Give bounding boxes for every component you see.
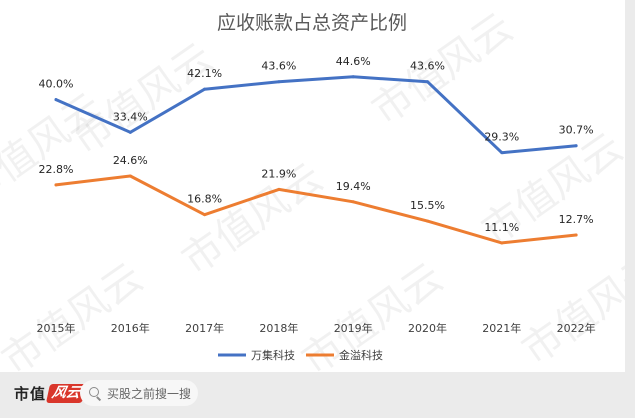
x-tick-label: 2016年: [111, 321, 150, 335]
legend: 万集科技 金溢科技: [218, 348, 383, 362]
watermark-text: 市值风云: [174, 155, 331, 284]
data-label: 33.4%: [113, 110, 148, 123]
data-point: [277, 80, 281, 84]
data-point: [203, 213, 207, 217]
data-point: [203, 87, 207, 91]
search-placeholder: 买股之前搜一搜: [107, 386, 192, 401]
data-label-layer: 40.0% 33.4% 42.1% 43.6% 44.6% 43.6% 29.3% 30.7%…: [39, 55, 594, 234]
data-point: [500, 241, 504, 245]
search-icon: [89, 386, 102, 400]
x-tick-label: 2015年: [37, 321, 76, 335]
footer-bar: 市值 风云 买股之前搜一搜: [0, 372, 635, 418]
x-axis-ticks: 2015年 2016年 2017年 2018年 2019年 2020年 2021年 2022年: [37, 321, 596, 335]
x-tick-label: 2022年: [557, 321, 596, 335]
data-label: 19.4%: [336, 180, 371, 193]
data-label: 16.8%: [187, 193, 222, 206]
legend-label-2: 金溢科技: [339, 348, 383, 362]
search-box[interactable]: 买股之前搜一搜: [80, 380, 198, 406]
data-label: 42.1%: [187, 67, 222, 80]
data-point: [426, 219, 429, 223]
x-tick-label: 2020年: [408, 321, 447, 335]
data-point: [54, 98, 58, 102]
data-point: [574, 233, 578, 237]
data-point: [54, 183, 58, 187]
data-point: [500, 151, 504, 155]
data-point: [426, 80, 429, 84]
x-tick-label: 2019年: [334, 321, 373, 335]
data-point: [128, 130, 132, 134]
watermark-text: 市值风云: [514, 245, 625, 372]
data-point: [351, 75, 355, 79]
series-layer: [54, 75, 578, 245]
watermark-text: 市值风云: [474, 125, 625, 254]
data-label: 43.6%: [261, 60, 296, 73]
data-label: 24.6%: [113, 154, 148, 167]
series-line-2: [54, 174, 578, 245]
x-tick-label: 2017年: [185, 321, 224, 335]
data-label: 29.3%: [484, 131, 519, 144]
x-tick-label: 2021年: [482, 321, 521, 335]
brand-logo: 市值 风云: [14, 383, 87, 404]
chart-card: 市值风云 市值风云 市值风云 市值风云 市值风云 市值风云 市值风云 市值风云 应收账款占总资…: [0, 0, 625, 372]
data-point: [277, 187, 281, 191]
legend-label-1: 万集科技: [251, 348, 295, 362]
data-label: 21.9%: [261, 167, 296, 180]
chart-title: 应收账款占总资产比例: [217, 12, 407, 34]
data-label: 12.7%: [559, 213, 594, 226]
series-line-1: [54, 75, 578, 155]
data-label: 40.0%: [39, 78, 74, 91]
data-point: [574, 144, 578, 148]
x-tick-label: 2018年: [259, 321, 298, 335]
data-label: 11.1%: [484, 221, 519, 234]
data-point: [128, 174, 132, 178]
brand-name: 市值: [14, 385, 47, 403]
data-label: 30.7%: [559, 124, 594, 137]
data-label: 22.8%: [39, 163, 74, 176]
data-point: [351, 200, 355, 204]
watermark-text: 市值风云: [0, 255, 151, 372]
data-label: 44.6%: [336, 55, 371, 68]
data-label: 43.6%: [410, 60, 445, 73]
data-label: 15.5%: [410, 199, 445, 212]
